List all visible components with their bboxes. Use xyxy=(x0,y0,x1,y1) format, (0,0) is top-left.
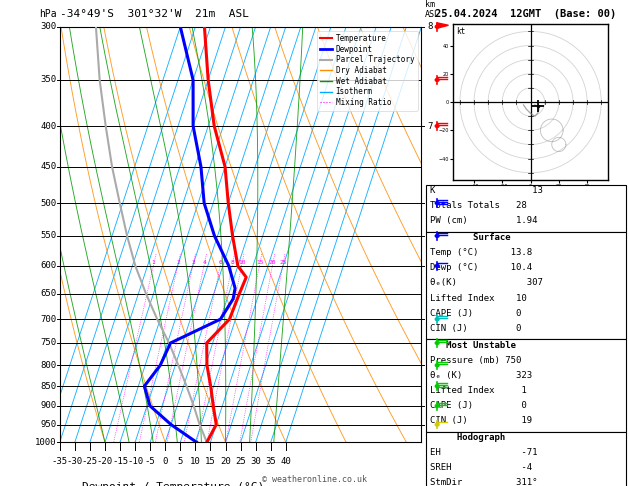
Text: Hodograph: Hodograph xyxy=(430,433,505,442)
Text: Surface: Surface xyxy=(430,233,510,243)
Text: © weatheronline.co.uk: © weatheronline.co.uk xyxy=(262,474,367,484)
Text: 400: 400 xyxy=(40,122,57,131)
Text: -35: -35 xyxy=(52,457,68,466)
Text: LCL: LCL xyxy=(428,420,444,429)
Text: Most Unstable: Most Unstable xyxy=(430,341,516,350)
Text: 550: 550 xyxy=(40,231,57,241)
Text: 850: 850 xyxy=(40,382,57,391)
Text: km
ASL: km ASL xyxy=(425,0,440,19)
Text: 10: 10 xyxy=(238,260,245,265)
Text: 0: 0 xyxy=(162,457,168,466)
Text: 900: 900 xyxy=(40,401,57,410)
Text: SREH             -4: SREH -4 xyxy=(430,463,532,472)
Text: θₑ(K)             307: θₑ(K) 307 xyxy=(430,278,542,288)
Text: 40: 40 xyxy=(281,457,291,466)
Text: 3: 3 xyxy=(191,260,195,265)
Text: 8: 8 xyxy=(428,22,433,31)
Text: 350: 350 xyxy=(40,75,57,85)
Text: CAPE (J)        0: CAPE (J) 0 xyxy=(430,309,521,318)
Text: Lifted Index     1: Lifted Index 1 xyxy=(430,386,526,395)
Text: 2: 2 xyxy=(428,361,433,370)
Text: 750: 750 xyxy=(40,338,57,347)
Text: Temp (°C)      13.8: Temp (°C) 13.8 xyxy=(430,248,532,258)
Text: EH               -71: EH -71 xyxy=(430,448,537,457)
Text: -34°49'S  301°32'W  21m  ASL: -34°49'S 301°32'W 21m ASL xyxy=(60,9,248,19)
Text: 1: 1 xyxy=(152,260,155,265)
Text: -30: -30 xyxy=(67,457,83,466)
Text: -25: -25 xyxy=(82,457,98,466)
Text: -5: -5 xyxy=(145,457,155,466)
Text: 6: 6 xyxy=(218,260,222,265)
Text: 950: 950 xyxy=(40,420,57,429)
Text: CAPE (J)         0: CAPE (J) 0 xyxy=(430,401,526,410)
Text: 3: 3 xyxy=(428,314,433,324)
Text: 25: 25 xyxy=(279,260,287,265)
Text: 500: 500 xyxy=(40,199,57,208)
Text: 7: 7 xyxy=(428,122,433,131)
Text: 650: 650 xyxy=(40,289,57,298)
Text: 35: 35 xyxy=(265,457,276,466)
Text: 5: 5 xyxy=(177,457,183,466)
Text: 4: 4 xyxy=(428,261,433,270)
Text: Pressure (mb) 750: Pressure (mb) 750 xyxy=(430,356,521,365)
Text: 1: 1 xyxy=(428,401,433,410)
Text: 700: 700 xyxy=(40,314,57,324)
Text: 20: 20 xyxy=(220,457,231,466)
Text: 20: 20 xyxy=(269,260,276,265)
Text: K                  13: K 13 xyxy=(430,186,542,195)
Text: kt: kt xyxy=(455,27,465,36)
Text: 10: 10 xyxy=(190,457,201,466)
Text: Dewpoint / Temperature (°C): Dewpoint / Temperature (°C) xyxy=(82,482,264,486)
Text: hPa: hPa xyxy=(39,9,57,19)
Text: 8: 8 xyxy=(230,260,234,265)
Text: Totals Totals   28: Totals Totals 28 xyxy=(430,201,526,210)
Text: 1000: 1000 xyxy=(35,438,57,447)
Text: -10: -10 xyxy=(127,457,143,466)
Text: Dewp (°C)      10.4: Dewp (°C) 10.4 xyxy=(430,263,532,273)
Text: StmDir          311°: StmDir 311° xyxy=(430,478,537,486)
Text: 4: 4 xyxy=(203,260,206,265)
Text: 15: 15 xyxy=(205,457,216,466)
Text: θₑ (K)          323: θₑ (K) 323 xyxy=(430,371,532,380)
Text: 300: 300 xyxy=(40,22,57,31)
Text: -20: -20 xyxy=(97,457,113,466)
Text: 600: 600 xyxy=(40,261,57,270)
Legend: Temperature, Dewpoint, Parcel Trajectory, Dry Adiabat, Wet Adiabat, Isotherm, Mi: Temperature, Dewpoint, Parcel Trajectory… xyxy=(317,31,418,110)
Text: 800: 800 xyxy=(40,361,57,370)
Text: 5: 5 xyxy=(428,231,433,241)
Text: PW (cm)         1.94: PW (cm) 1.94 xyxy=(430,216,537,226)
Text: 6: 6 xyxy=(428,199,433,208)
Text: 30: 30 xyxy=(250,457,261,466)
Text: CIN (J)         0: CIN (J) 0 xyxy=(430,324,521,333)
Text: 15: 15 xyxy=(256,260,264,265)
Text: 25: 25 xyxy=(235,457,246,466)
Text: -15: -15 xyxy=(112,457,128,466)
Text: CIN (J)          19: CIN (J) 19 xyxy=(430,416,532,425)
Text: Lifted Index    10: Lifted Index 10 xyxy=(430,294,526,303)
Text: 25.04.2024  12GMT  (Base: 00): 25.04.2024 12GMT (Base: 00) xyxy=(435,9,616,19)
Text: 450: 450 xyxy=(40,162,57,171)
Text: 2: 2 xyxy=(176,260,180,265)
Text: Mixing Ratio (g/kg): Mixing Ratio (g/kg) xyxy=(452,281,460,369)
